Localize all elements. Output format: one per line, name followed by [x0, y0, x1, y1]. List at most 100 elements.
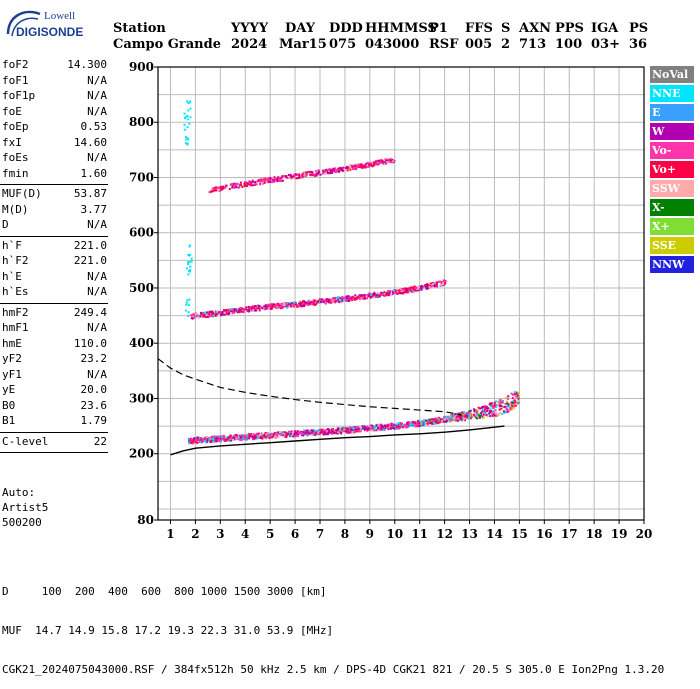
- param-value: 221.0: [73, 254, 107, 267]
- echo-point: [294, 305, 297, 308]
- echo-point: [224, 438, 227, 441]
- echo-point: [220, 440, 223, 443]
- echo-point: [345, 429, 348, 432]
- echo-point: [183, 117, 186, 120]
- param-value: 23.6: [80, 398, 108, 412]
- echo-point: [416, 425, 419, 428]
- echo-point: [239, 183, 242, 186]
- echo-point: [411, 290, 414, 293]
- echo-point: [279, 179, 282, 182]
- echo-point: [308, 302, 311, 305]
- echo-point: [339, 299, 342, 302]
- echo-point: [303, 300, 306, 303]
- echo-point: [235, 434, 238, 437]
- echo-point: [391, 158, 394, 161]
- param-row: h`Es N/A: [0, 285, 110, 301]
- echo-point: [299, 303, 302, 306]
- echo-point: [399, 292, 402, 295]
- echo-point: [385, 159, 388, 162]
- echo-point: [194, 440, 197, 443]
- echo-point: [469, 415, 472, 418]
- echo-point: [187, 440, 190, 443]
- legend-item: NNW: [650, 256, 694, 273]
- echo-point: [218, 187, 221, 190]
- echo-point: [339, 168, 342, 171]
- echo-point: [224, 439, 227, 442]
- echo-point: [336, 297, 339, 300]
- y-tick-label: 600: [129, 226, 154, 240]
- echo-point: [318, 430, 321, 433]
- param-row: foF1 N/A: [0, 74, 110, 90]
- echo-point: [404, 287, 407, 290]
- echo-point: [302, 302, 305, 305]
- echo-point: [353, 427, 356, 430]
- echo-point: [389, 290, 392, 293]
- echo-point: [234, 434, 237, 437]
- echo-point: [263, 306, 266, 309]
- echo-point: [229, 434, 232, 437]
- param-row: M(D) 3.77: [0, 203, 110, 219]
- header-label: PS: [629, 21, 649, 36]
- echo-point: [266, 436, 269, 439]
- echo-point: [378, 295, 381, 298]
- echo-point: [324, 302, 327, 305]
- echo-point: [204, 439, 207, 442]
- echo-point: [361, 297, 364, 300]
- echo-point: [241, 434, 244, 437]
- echo-point: [410, 424, 413, 427]
- echo-point: [424, 284, 427, 287]
- echo-point: [197, 314, 200, 317]
- echo-point: [345, 298, 348, 301]
- svg-text:Lowell: Lowell: [44, 10, 75, 22]
- echo-point: [228, 312, 231, 315]
- echo-point: [270, 181, 273, 184]
- param-row: hmF2 249.4: [0, 306, 110, 322]
- echo-point: [418, 288, 421, 291]
- echo-point: [229, 436, 232, 439]
- echo-point: [461, 411, 464, 414]
- echo-point: [311, 174, 314, 177]
- echo-point: [200, 312, 203, 315]
- muf-curve: [157, 358, 463, 416]
- echo-point: [243, 181, 246, 184]
- echo-point: [217, 311, 220, 314]
- echo-point: [383, 293, 386, 296]
- echo-point: [342, 166, 345, 169]
- echo-point: [360, 165, 363, 168]
- echo-point: [437, 418, 440, 421]
- echo-point: [353, 167, 356, 170]
- echo-point: [517, 395, 520, 398]
- echo-point: [380, 424, 383, 427]
- param-value: 22: [93, 434, 107, 448]
- echo-point: [186, 126, 189, 129]
- echo-point: [218, 312, 221, 315]
- echo-point: [261, 436, 264, 439]
- echo-point: [360, 163, 363, 166]
- echo-point: [389, 425, 392, 428]
- echo-point: [217, 313, 220, 316]
- echo-point: [345, 300, 348, 303]
- echo-point: [189, 441, 192, 444]
- echo-point: [495, 400, 498, 403]
- echo-point: [211, 440, 214, 443]
- echo-point: [364, 428, 367, 431]
- echo-point: [190, 260, 193, 263]
- echo-point: [372, 424, 375, 427]
- echo-point: [205, 439, 208, 442]
- echo-point: [407, 287, 410, 290]
- echo-point: [244, 310, 247, 313]
- echo-point: [370, 164, 373, 167]
- echo-point: [466, 415, 469, 418]
- param-label: foF1p: [2, 89, 36, 102]
- echo-point: [304, 174, 307, 177]
- echo-point: [434, 284, 437, 287]
- echo-point: [311, 172, 314, 175]
- echo-point: [264, 432, 267, 435]
- echo-point: [483, 410, 486, 413]
- echo-point: [321, 169, 324, 172]
- echo-point: [244, 434, 247, 437]
- echo-point: [423, 424, 426, 427]
- echo-point: [450, 414, 453, 417]
- x-tick-label: 19: [611, 527, 628, 541]
- echo-point: [301, 301, 304, 304]
